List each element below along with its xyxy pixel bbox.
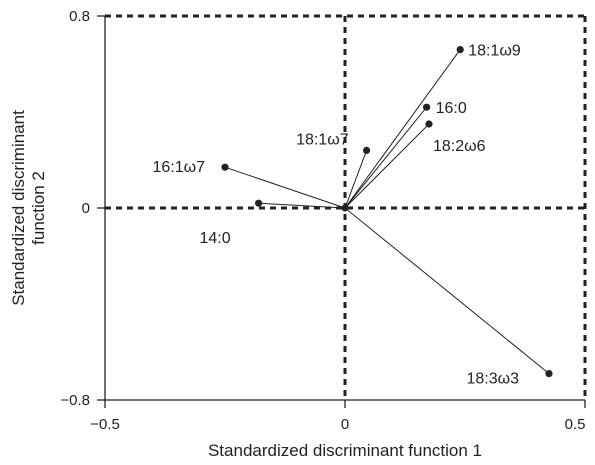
- vector-line: [344, 49, 461, 209]
- origin-point: [341, 204, 349, 212]
- x-axis-title: Standardized discriminant function 1: [208, 441, 482, 460]
- y-tick-label-zero: 0: [82, 200, 90, 217]
- x-tick-label-left: −0.5: [90, 416, 120, 433]
- vector-lines: [224, 49, 550, 374]
- data-point: [545, 370, 553, 378]
- y-tick-label-top: 0.8: [69, 8, 90, 25]
- point-label: 16:0: [436, 100, 467, 117]
- point-label: 18:1ω9: [468, 43, 521, 60]
- point-label: 14:0: [199, 230, 230, 247]
- y-tick-labels: 0.8 0 −0.8: [60, 8, 90, 409]
- point-label: 18:3ω3: [466, 371, 519, 388]
- vector-line: [344, 150, 368, 209]
- data-point: [456, 46, 464, 54]
- vector-line: [224, 166, 346, 209]
- vector-line: [258, 202, 346, 209]
- data-point: [255, 199, 263, 207]
- data-point: [423, 103, 431, 111]
- point-label: 18:2ω6: [433, 138, 486, 155]
- y-axis-title-line-1: Standardized discriminant: [9, 110, 28, 306]
- x-tick-label-zero: 0: [341, 416, 349, 433]
- point-label: 18:1ω7: [296, 131, 349, 148]
- data-point: [221, 163, 229, 171]
- data-point: [425, 120, 433, 128]
- data-point: [363, 146, 371, 154]
- y-axis-title: Standardized discriminant function 2: [9, 110, 48, 306]
- x-tick-label-right: 0.5: [565, 416, 586, 433]
- vector-line: [344, 123, 430, 209]
- point-label: 16:1ω7: [152, 159, 205, 176]
- vector-line: [344, 207, 550, 374]
- vector-line: [344, 106, 427, 209]
- y-axis-title-line-2: function 2: [29, 171, 48, 245]
- y-tick-label-bottom: −0.8: [60, 392, 90, 409]
- vector-points: [221, 46, 553, 378]
- x-tick-labels: −0.5 0 0.5: [90, 416, 585, 433]
- tick-marks: [97, 15, 586, 408]
- point-labels: 18:1ω9 16:0 18:2ω6 18:1ω7 16:1ω7 14:0 18:3ω3: [152, 43, 520, 388]
